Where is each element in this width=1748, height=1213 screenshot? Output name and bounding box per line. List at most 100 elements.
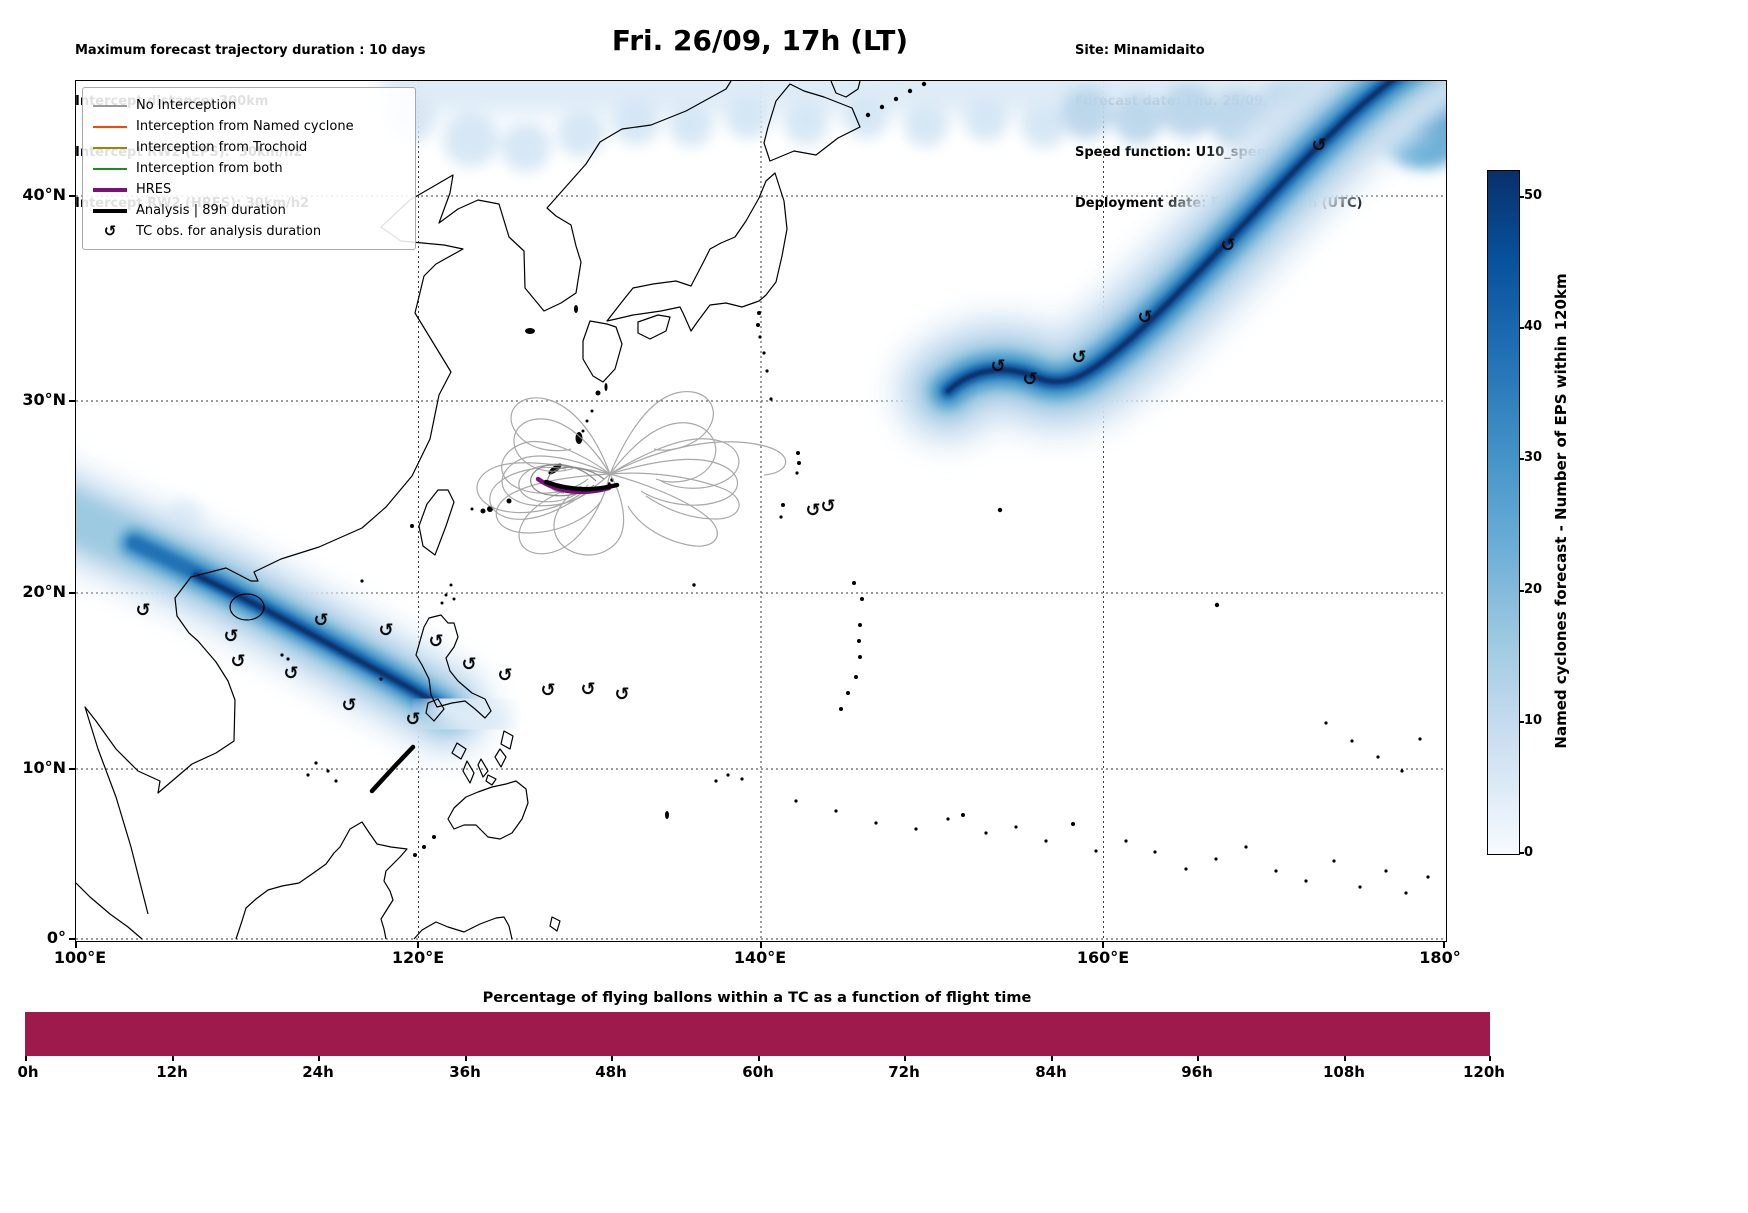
axis-tick [1051,1056,1053,1061]
colorbar-tick [1519,458,1524,460]
legend-item: Interception from Named cyclone [93,116,405,137]
tc-obs-symbol: ↺ [405,709,420,730]
legend-line-swatch [93,146,127,149]
flight-time-tick-label: 48h [595,1063,627,1081]
tc-obs-symbol: ↺ [428,631,443,652]
y-tick-label: 10°N [22,758,66,777]
site-info-line: Site: Minamidaito [1075,43,1205,58]
axis-tick [1344,1056,1346,1061]
tc-obs-symbol: ↺ [135,600,150,621]
legend-item: Analysis | 89h duration [93,200,405,221]
axis-tick [465,1056,467,1061]
x-tick-label: 160°E [1076,948,1130,967]
axis-tick [417,942,419,948]
tc-obs-symbol: ↺ [1311,135,1326,156]
legend-line-swatch [93,187,127,192]
tc-obs-symbol: ↺ [1071,347,1086,368]
tc-obs-symbol: ↺ [230,651,245,672]
axis-tick [69,768,75,770]
colorbar [1487,170,1520,855]
y-tick-label: 40°N [22,185,66,204]
axis-tick [904,1056,906,1061]
tc-obs-symbol: ↺ [990,356,1005,377]
flight-time-tick-label: 0h [17,1063,39,1081]
tc-obs-symbol: ↺ [283,663,298,684]
tc-obs-symbol: ↺ [497,665,512,686]
tc-obs-symbol: ↺ [378,620,393,641]
flight-time-tick-label: 96h [1181,1063,1213,1081]
map-canvas: ↺ ↺ ↺ ↺ ↺ ↺ ↺ ↺ ↺ ↺ ↺ ↺ ↺ ↺ ↺ ↺ ↺ ↺ ↺ ↺ [76,81,1446,941]
flight-time-tick-label: 12h [156,1063,188,1081]
tc-obs-symbol: ↺ [805,500,820,521]
legend-item: ↺ TC obs. for analysis duration [93,221,405,242]
colorbar-tick-label: 50 [1524,188,1543,203]
tc-obs-symbol: ↺ [223,626,238,647]
y-tick-label: 20°N [22,582,66,601]
colorbar-tick [1519,196,1524,198]
flight-time-tick-label: 36h [449,1063,481,1081]
x-tick-label: 120°E [391,948,445,967]
tc-obs-symbol: ↺ [1137,307,1152,328]
axis-tick [69,195,75,197]
y-tick-label: 30°N [22,390,66,409]
colorbar-title: Named cyclones forecast - Number of EPS … [1552,273,1570,749]
x-tick-label: 180° [1419,948,1461,967]
axis-tick [758,1056,760,1061]
percentage-bar [25,1012,1490,1056]
tc-obs-symbol: ↺ [341,695,356,716]
colorbar-tick-label: 0 [1524,845,1534,860]
page-title: Fri. 26/09, 17h (LT) [611,24,909,57]
ensemble-trajectories [476,391,787,556]
flight-time-tick-label: 72h [888,1063,920,1081]
axis-tick [1102,942,1104,948]
colorbar-tick-label: 40 [1524,319,1543,334]
axis-tick [1197,1056,1199,1061]
x-tick-label: 100°E [53,948,107,967]
legend-line-swatch [93,104,127,107]
tc-obs-symbol: ↺ [614,684,629,705]
colorbar-tick-label: 10 [1524,713,1543,728]
legend-item: No Interception [93,95,405,116]
map-frame: ↺ ↺ ↺ ↺ ↺ ↺ ↺ ↺ ↺ ↺ ↺ ↺ ↺ ↺ ↺ ↺ ↺ ↺ ↺ ↺ [75,80,1447,942]
forecast-param-line: Maximum forecast trajectory duration : 1… [75,43,426,58]
legend-item-label: No Interception [136,98,237,113]
flight-time-tick-label: 60h [742,1063,774,1081]
tc-obs-symbol: ↺ [313,610,328,631]
colorbar-tick [1519,590,1524,592]
colorbar-tick [1519,327,1524,329]
flight-time-tick-label: 84h [1035,1063,1067,1081]
legend-line-swatch [93,125,127,128]
flight-time-tick-label: 24h [302,1063,334,1081]
colorbar-tick [1519,721,1524,723]
legend-item: Interception from Trochoid [93,137,405,158]
map-legend: No Interception Interception from Named … [82,87,416,250]
axis-tick [75,942,77,948]
x-tick-label: 140°E [733,948,787,967]
axis-tick [611,1056,613,1061]
legend-item: Interception from both [93,158,405,179]
legend-item-label: HRES [136,182,172,197]
legend-item-label: Interception from both [136,161,283,176]
bottom-chart-title: Percentage of flying ballons within a TC… [482,990,1032,1006]
analysis-track [543,479,620,492]
legend-item-label: TC obs. for analysis duration [136,224,322,239]
legend-line-swatch [93,167,127,170]
legend-item: HRES [93,179,405,200]
flight-time-tick-label: 120h [1463,1063,1505,1081]
legend-item-label: Interception from Named cyclone [136,119,354,134]
axis-tick [1489,1056,1491,1061]
axis-tick [318,1056,320,1061]
colorbar-tick [1519,852,1524,854]
tc-obs-symbol-icon: ↺ [103,222,117,240]
legend-item-label: Interception from Trochoid [136,140,308,155]
axis-tick [1443,942,1445,948]
tc-obs-symbol: ↺ [820,496,835,517]
legend-item-label: Analysis | 89h duration [136,203,286,218]
eps-density-layer [76,81,1446,759]
tc-obs-symbol: ↺ [1022,369,1037,390]
tc-obs-symbol: ↺ [1220,235,1235,256]
colorbar-tick-label: 20 [1524,582,1543,597]
axis-tick [69,938,75,940]
axis-tick [69,400,75,402]
